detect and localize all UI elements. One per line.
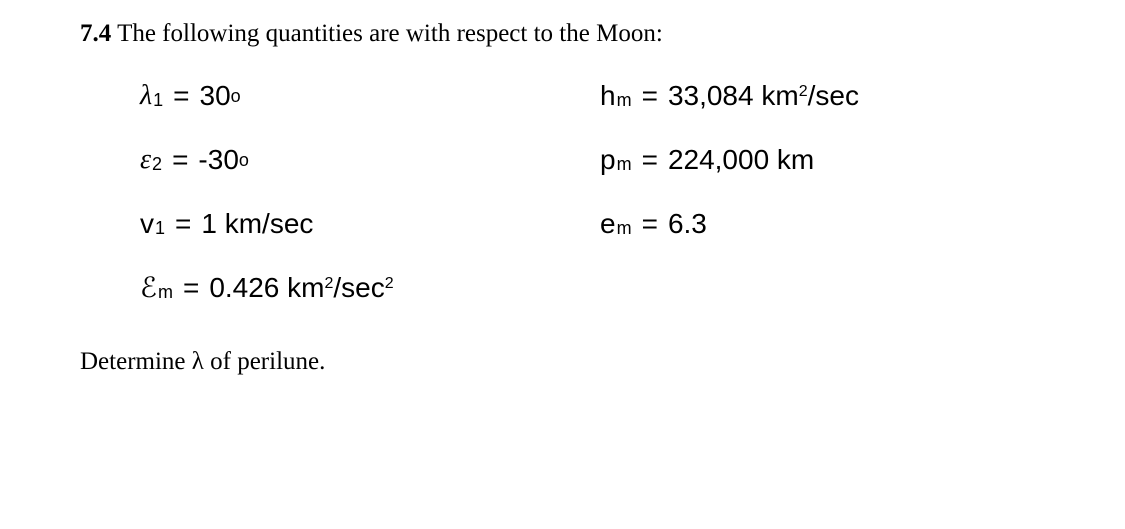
variable-symbol: p <box>600 142 616 178</box>
conclusion: Determine λ of perilune. <box>80 348 1085 376</box>
exponent: 2 <box>385 266 394 302</box>
value: 6.3 <box>668 206 707 242</box>
equation-row: hm = 33,084 km2 /sec <box>600 78 859 114</box>
left-column: λ1 = 30o ε2 = -30o v1 = 1 km/sec ℰm = 0.… <box>140 78 600 334</box>
subscript: m <box>158 274 173 310</box>
equals-sign: = <box>183 270 199 306</box>
equals-sign: = <box>172 142 188 178</box>
degree-symbol: o <box>231 78 241 114</box>
conclusion-prefix: Determine <box>80 348 192 375</box>
equation-row: em = 6.3 <box>600 206 859 242</box>
subscript: m <box>617 82 632 118</box>
equation-row: ℰm = 0.426 km2 /sec2 <box>140 270 600 306</box>
right-column: hm = 33,084 km2 /sec pm = 224,000 km em … <box>600 78 859 334</box>
conclusion-symbol: λ <box>192 348 204 375</box>
variable-symbol: ε <box>140 142 151 178</box>
equals-sign: = <box>175 206 191 242</box>
equation-row: λ1 = 30o <box>140 78 600 114</box>
equals-sign: = <box>642 142 658 178</box>
degree-symbol: o <box>239 142 249 178</box>
problem-number: 7.4 <box>80 20 111 47</box>
value: 224,000 km <box>668 142 814 178</box>
equals-sign: = <box>642 78 658 114</box>
unit-suffix: /sec <box>808 78 859 114</box>
value: 0.426 km <box>209 270 324 306</box>
unit-suffix: /sec <box>333 270 384 306</box>
value: 30 <box>200 78 231 114</box>
equation-row: ε2 = -30o <box>140 142 600 178</box>
conclusion-suffix: of perilune. <box>204 348 325 375</box>
subscript: m <box>617 210 632 246</box>
variable-symbol: e <box>600 206 616 242</box>
subscript: 2 <box>152 146 162 182</box>
equation-row: pm = 224,000 km <box>600 142 859 178</box>
exponent: 2 <box>799 74 808 110</box>
value: -30 <box>198 142 238 178</box>
variable-symbol: h <box>600 78 616 114</box>
subscript: 1 <box>155 210 165 246</box>
intro-text: The following quantities are with respec… <box>117 20 663 47</box>
equation-row: v1 = 1 km/sec <box>140 206 600 242</box>
problem-page: 7.4 The following quantities are with re… <box>0 0 1125 396</box>
variable-symbol: λ <box>140 78 152 114</box>
equals-sign: = <box>173 78 189 114</box>
variable-symbol: ℰ <box>140 270 157 306</box>
exponent: 2 <box>324 266 333 302</box>
equation-columns: λ1 = 30o ε2 = -30o v1 = 1 km/sec ℰm = 0.… <box>140 78 1085 334</box>
subscript: m <box>617 146 632 182</box>
variable-symbol: v <box>140 206 154 242</box>
value: 1 km/sec <box>201 206 313 242</box>
subscript: 1 <box>153 82 163 118</box>
problem-intro: 7.4 The following quantities are with re… <box>80 20 1085 48</box>
value: 33,084 km <box>668 78 799 114</box>
equals-sign: = <box>642 206 658 242</box>
